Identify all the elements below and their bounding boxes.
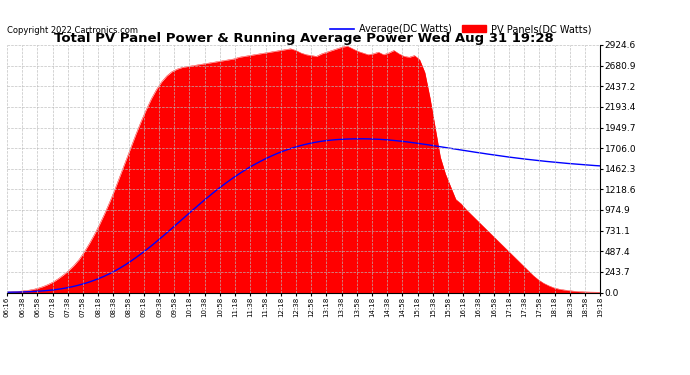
Legend: Average(DC Watts), PV Panels(DC Watts): Average(DC Watts), PV Panels(DC Watts) [326, 20, 595, 38]
Text: Copyright 2022 Cartronics.com: Copyright 2022 Cartronics.com [7, 26, 138, 35]
Title: Total PV Panel Power & Running Average Power Wed Aug 31 19:28: Total PV Panel Power & Running Average P… [54, 32, 553, 45]
